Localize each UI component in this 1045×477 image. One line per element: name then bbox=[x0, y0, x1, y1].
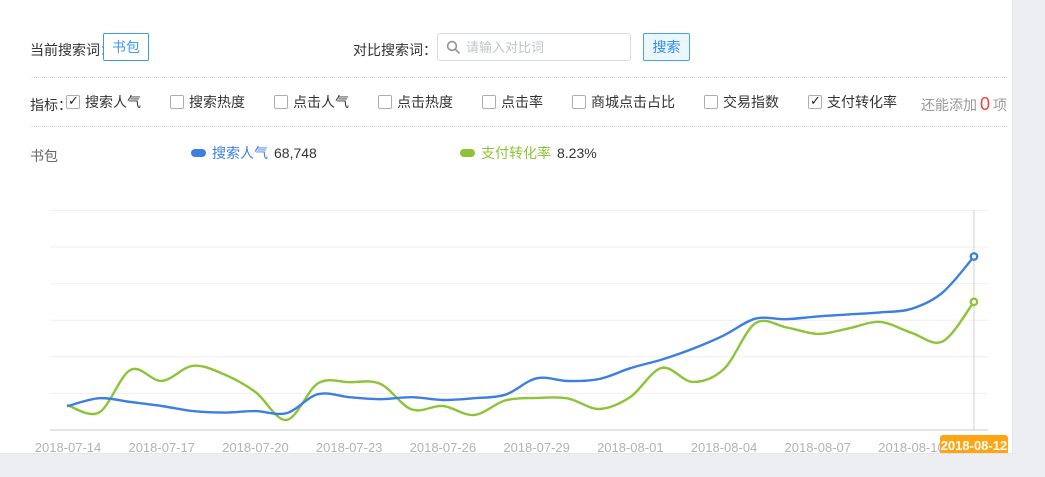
compare-term-label: 对比搜索词： bbox=[353, 42, 437, 58]
metric-label: 商城点击占比 bbox=[591, 94, 675, 110]
search-icon bbox=[446, 40, 460, 54]
x-axis-tick-label: 2018-07-29 bbox=[503, 440, 570, 454]
x-axis-tick-label: 2018-07-20 bbox=[222, 440, 289, 454]
metric-label: 搜索热度 bbox=[189, 94, 245, 110]
legend-label: 搜索人气 bbox=[212, 145, 268, 161]
metric-checkbox-item-4[interactable]: 点击率 bbox=[482, 92, 543, 112]
legend-swatch-icon bbox=[191, 149, 206, 157]
metric-label: 点击人气 bbox=[293, 94, 349, 110]
remaining-suffix: 项 bbox=[993, 97, 1007, 113]
metric-label: 点击率 bbox=[501, 94, 543, 110]
highlighted-date-badge: 2018-08-12 bbox=[941, 438, 1008, 453]
checkbox-icon[interactable] bbox=[704, 95, 718, 109]
checkbox-checked-icon[interactable] bbox=[66, 93, 80, 109]
keyword-label: 书包 bbox=[30, 148, 58, 164]
current-term-button[interactable]: 书包 bbox=[103, 33, 149, 61]
analytics-panel: 当前搜索词： 书包 对比搜索词： 搜索 指标： 搜索人气 搜索热度 点击人气 点击热度… bbox=[0, 0, 1013, 454]
legend-item-0: 搜索人气 68,748 bbox=[191, 143, 460, 163]
metric-label: 支付转化率 bbox=[827, 94, 897, 110]
metrics-checkbox-row: 搜索人气 搜索热度 点击人气 点击热度 点击率 商城点击占比 交易指数 支付转化率 bbox=[66, 92, 897, 112]
search-button[interactable]: 搜索 bbox=[643, 33, 690, 61]
x-axis-tick-label: 2018-08-10 bbox=[878, 440, 945, 454]
legend-value: 8.23% bbox=[557, 145, 597, 161]
x-axis-tick-label: 2018-08-04 bbox=[691, 440, 758, 454]
divider bbox=[30, 77, 1007, 78]
checkbox-checked-icon[interactable] bbox=[808, 93, 822, 109]
metrics-label: 指标： bbox=[30, 97, 72, 113]
checkbox-icon[interactable] bbox=[378, 95, 392, 109]
checkbox-icon[interactable] bbox=[170, 95, 184, 109]
metric-checkbox-item-3[interactable]: 点击热度 bbox=[378, 92, 453, 112]
x-axis-tick-label: 2018-07-14 bbox=[35, 440, 102, 454]
metric-checkbox-item-5[interactable]: 商城点击占比 bbox=[572, 92, 675, 112]
x-axis-tick-label: 2018-08-07 bbox=[785, 440, 852, 454]
metric-checkbox-item-0[interactable]: 搜索人气 bbox=[66, 92, 141, 112]
legend-item-1: 支付转化率 8.23% bbox=[460, 143, 597, 163]
x-axis-tick-label: 2018-07-23 bbox=[316, 440, 383, 454]
legend-label: 支付转化率 bbox=[481, 145, 551, 161]
chart-legend: 搜索人气 68,748 支付转化率 8.23% bbox=[191, 143, 597, 163]
metric-label: 搜索人气 bbox=[85, 94, 141, 110]
remaining-prefix: 还能添加 bbox=[920, 97, 977, 113]
divider bbox=[30, 126, 1007, 127]
legend-value: 68,748 bbox=[274, 145, 317, 161]
trend-chart[interactable]: 2018-07-14 2018-07-17 2018-07-20 2018-07-23… bbox=[0, 205, 1013, 454]
metric-label: 交易指数 bbox=[723, 94, 779, 110]
metric-checkbox-item-2[interactable]: 点击人气 bbox=[274, 92, 349, 112]
current-term-label: 当前搜索词： bbox=[30, 42, 114, 58]
checkbox-icon[interactable] bbox=[274, 95, 288, 109]
remaining-count: 还能添加 0 项 bbox=[921, 94, 1007, 115]
compare-input-wrap bbox=[437, 33, 631, 61]
x-axis-tick-label: 2018-08-01 bbox=[597, 440, 664, 454]
x-axis-tick-label: 2018-07-17 bbox=[128, 440, 195, 454]
x-axis-tick-label: 2018-07-26 bbox=[410, 440, 477, 454]
compare-input[interactable] bbox=[466, 39, 622, 55]
metric-checkbox-item-7[interactable]: 支付转化率 bbox=[808, 92, 897, 112]
checkbox-icon[interactable] bbox=[482, 95, 496, 109]
remaining-number: 0 bbox=[979, 94, 990, 114]
metric-checkbox-item-1[interactable]: 搜索热度 bbox=[170, 92, 245, 112]
legend-swatch-icon bbox=[460, 149, 475, 157]
metric-checkbox-item-6[interactable]: 交易指数 bbox=[704, 92, 779, 112]
metric-label: 点击热度 bbox=[397, 94, 453, 110]
checkbox-icon[interactable] bbox=[572, 95, 586, 109]
